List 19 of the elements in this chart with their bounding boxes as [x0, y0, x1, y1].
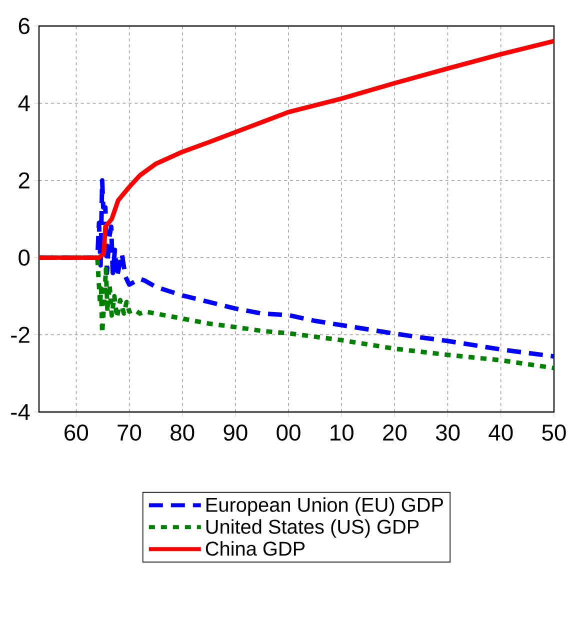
- x-tick-label: 20: [383, 424, 407, 441]
- y-tick-label: -4: [11, 404, 30, 420]
- y-tick-label: 0: [18, 249, 30, 266]
- y-tick-label: 6: [18, 18, 30, 34]
- x-tick-label: 90: [224, 424, 248, 441]
- x-tick-label: 30: [436, 424, 460, 441]
- x-tick-label: 80: [170, 424, 194, 441]
- legend-label: United States (US) GDP: [206, 519, 419, 538]
- x-tick-label: 10: [330, 424, 354, 441]
- x-tick-label: 00: [276, 424, 300, 441]
- legend-label: European Union (EU) GDP: [206, 497, 443, 516]
- y-tick-label: 4: [18, 95, 30, 112]
- x-tick-label: 40: [488, 424, 513, 441]
- x-tick-label: 60: [64, 424, 88, 441]
- y-tick-label: 2: [18, 172, 30, 188]
- x-tick-label: 50: [542, 424, 566, 441]
- x-tick-label: 70: [118, 424, 142, 441]
- legend-label: China GDP: [206, 541, 305, 556]
- y-tick-label: -2: [11, 326, 30, 343]
